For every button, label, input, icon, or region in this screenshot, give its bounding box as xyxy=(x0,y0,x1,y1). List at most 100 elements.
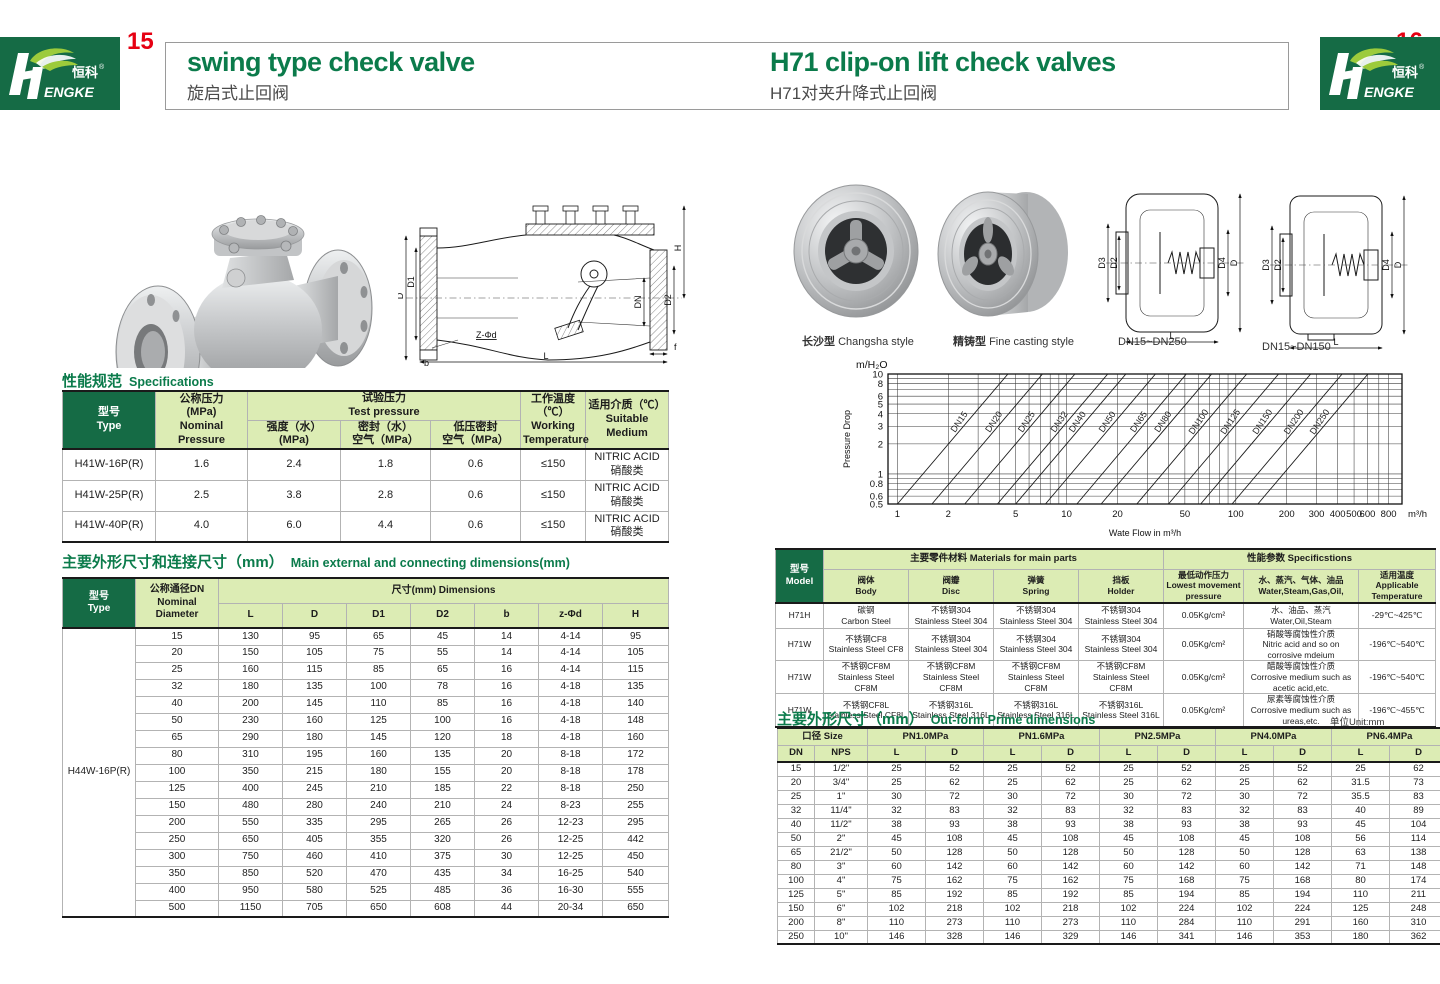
cell: 320 xyxy=(410,831,475,850)
brand-logo-right: 恒科 ® ENGKE xyxy=(1320,37,1440,110)
dim-label: D4 xyxy=(1217,257,1227,269)
cell: 194 xyxy=(1273,887,1332,903)
table-row: 15 1/2" 25 52 25 52 25 52 25 52 25 62 xyxy=(777,761,1440,777)
cell: -196℃~455℃ xyxy=(1358,693,1436,728)
cell: 6" xyxy=(814,901,868,917)
cell: 31.5 xyxy=(1331,775,1390,791)
cell: 2.5 xyxy=(155,479,248,512)
section-title-main-dimensions: 主要外形尺寸和连接尺寸（mm） Main external and connect… xyxy=(62,551,570,572)
cell: 291 xyxy=(1273,915,1332,931)
x-tick-label: 800 xyxy=(1381,509,1397,520)
cell: 72 xyxy=(1273,789,1332,805)
wafer-valve-photo-changsha xyxy=(793,184,919,318)
cell: 350 xyxy=(218,763,283,782)
group-header-pn64: PN6.4MPa xyxy=(1331,727,1440,746)
cell: 62 xyxy=(1389,761,1440,777)
series-line-DN125 xyxy=(1168,373,1279,505)
col-header-D: D xyxy=(925,744,984,763)
cell: 93 xyxy=(1157,817,1216,833)
col-header-low-seal: 低压密封 空气（MPa） xyxy=(429,419,522,450)
cell: 85 xyxy=(1215,887,1274,903)
series-label: DN80 xyxy=(1152,409,1173,434)
dim-label: D xyxy=(398,292,405,299)
cell: 273 xyxy=(1041,915,1100,931)
cell: 210 xyxy=(410,797,475,816)
cell: 135 xyxy=(601,678,670,697)
cell: 50 xyxy=(135,712,219,731)
group-header-pn16: PN1.6MPa xyxy=(983,727,1100,746)
cell: 245 xyxy=(282,780,347,799)
cell: 114 xyxy=(1389,831,1440,847)
page-number-left: 15 xyxy=(127,28,154,55)
series-line-DN20 xyxy=(931,373,1043,505)
cell: ≤150 xyxy=(520,479,587,512)
cell: 25 xyxy=(777,789,815,805)
cell: 4-14 xyxy=(538,627,603,646)
cell: 4-18 xyxy=(538,729,603,748)
series-line-DN25 xyxy=(964,373,1076,505)
cell: 4-18 xyxy=(538,678,603,697)
col-header-media: 水、蒸汽、气体、油品 Water,Steam,Gas,Oil, xyxy=(1243,568,1359,604)
col-header-medium: 适用介质（℃） Suitable Medium xyxy=(585,390,670,450)
series-line-DN250 xyxy=(1257,373,1369,505)
section-title-specifications: 性能规范 Specifications xyxy=(62,370,214,391)
cell: 180 xyxy=(346,763,411,782)
cell: 350 xyxy=(135,865,219,884)
cell: 55 xyxy=(410,644,475,663)
group-header-pn25: PN2.5MPa xyxy=(1099,727,1216,746)
cell: 52 xyxy=(1041,761,1100,777)
cell: 0.05Kg/cm² xyxy=(1163,693,1244,728)
cell: 200 xyxy=(218,695,283,714)
cell: 130 xyxy=(218,627,283,646)
cell: 180 xyxy=(282,729,347,748)
cell: 20 xyxy=(135,644,219,663)
cell: 0.05Kg/cm² xyxy=(1163,602,1244,629)
cell: 240 xyxy=(346,797,411,816)
cell: 56 xyxy=(1331,831,1390,847)
logo-cn-text: 恒科 xyxy=(1392,65,1418,80)
cell: 200 xyxy=(135,814,219,833)
cell: 8-18 xyxy=(538,746,603,765)
cell: 45 xyxy=(867,831,926,847)
series-line-DN15 xyxy=(897,373,1009,505)
table-row: 80 310 195 160 135 20 8-18 172 xyxy=(63,746,670,765)
cell: 146 xyxy=(1215,929,1274,945)
cell: 146 xyxy=(867,929,926,945)
table-row: 250 650 405 355 320 26 12-25 442 xyxy=(63,831,670,850)
col-header-body: 阀体 Body xyxy=(823,568,909,604)
col-header-H: H xyxy=(601,602,670,629)
cell: 12-25 xyxy=(538,831,603,850)
cell: 110 xyxy=(1099,915,1158,931)
cell: 0.6 xyxy=(429,479,522,512)
series-line-DN50 xyxy=(1045,373,1156,505)
dim-label: L xyxy=(543,351,548,361)
cell: 273 xyxy=(925,915,984,931)
cell: 45 xyxy=(410,627,475,646)
cell: 140 xyxy=(601,695,670,714)
cell: 16-25 xyxy=(538,865,603,884)
cell: 65 xyxy=(135,729,219,748)
cell: 93 xyxy=(925,817,984,833)
col-header-spring: 弹簧 Spring xyxy=(993,568,1079,604)
cell: 83 xyxy=(925,803,984,819)
table-row: H41W-40P(R) 4.0 6.0 4.4 0.6 ≤150 NITRIC ACID 硝… xyxy=(62,510,670,543)
cell: 30 xyxy=(1215,789,1274,805)
cell: 4-18 xyxy=(538,695,603,714)
cell: 224 xyxy=(1157,901,1216,917)
cell: 16-30 xyxy=(538,882,603,901)
cell: 192 xyxy=(1041,887,1100,903)
col-header-type: 型号 Type xyxy=(62,390,156,450)
section-title-cn: 性能规范 xyxy=(62,373,123,390)
unit-note: 单位Unit:mm xyxy=(1330,717,1385,728)
cell: 不锈钢304 Stainless Steel 304 xyxy=(908,602,994,629)
cell: 15 xyxy=(135,627,219,646)
y-tick-label: 0.6 xyxy=(870,492,883,503)
cell: 75 xyxy=(346,644,411,663)
cell: 水、油品、蒸汽 Water,Oil,Steam xyxy=(1243,602,1359,629)
y-tick-label: 10 xyxy=(872,370,883,381)
cell: 62 xyxy=(1041,775,1100,791)
cell: 20 xyxy=(474,763,539,782)
cell: 125 xyxy=(135,780,219,799)
cell: 310 xyxy=(218,746,283,765)
cell: 460 xyxy=(282,848,347,867)
